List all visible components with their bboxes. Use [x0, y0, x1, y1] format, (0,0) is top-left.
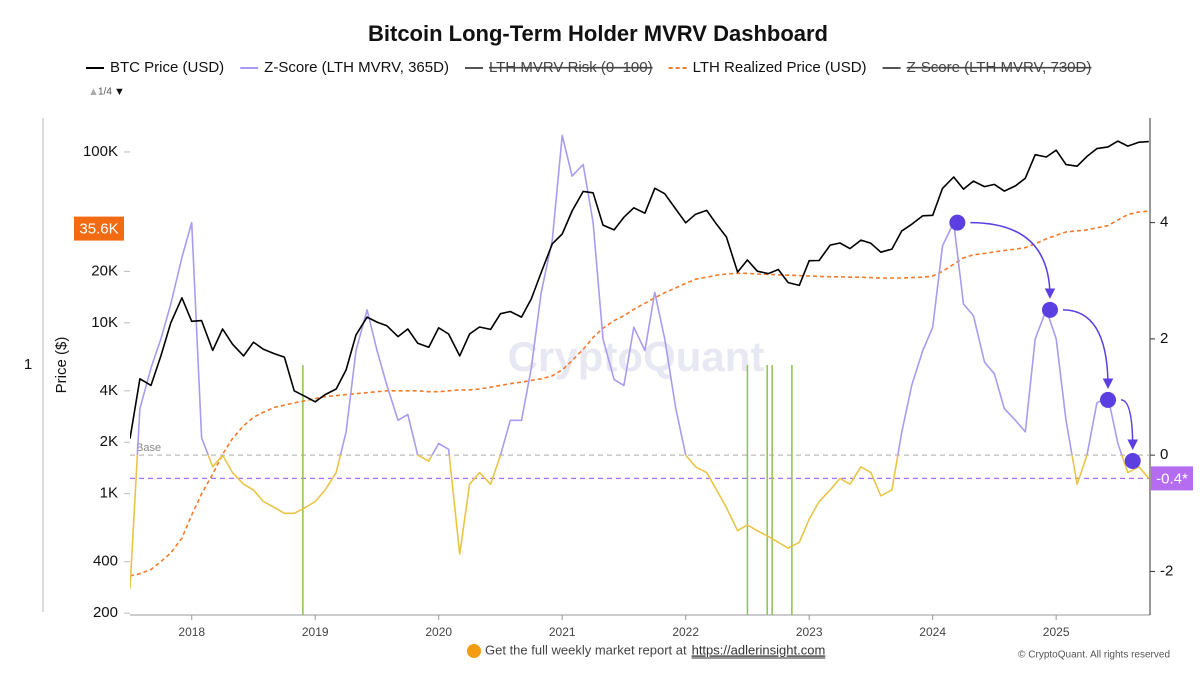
footer-icon [467, 644, 481, 658]
y2-tick-label: -2 [1160, 562, 1173, 579]
y-tick-label: 400 [93, 553, 118, 570]
footer-link[interactable]: https://adlerinsight.com [692, 642, 826, 657]
y-tick-label: 2K [100, 433, 118, 450]
series-line [130, 140, 1149, 439]
y-axis-label: Price ($) [53, 337, 70, 394]
legend-entry[interactable]: Z-Score (LTH MVRV, 730D) [907, 59, 1092, 76]
y-tick-label: 1K [100, 485, 118, 502]
highlight-point [949, 214, 966, 231]
legend-entry[interactable]: BTC Price (USD) [110, 59, 224, 76]
highlight-point [1041, 301, 1058, 318]
footer-text: Get the full weekly market report at [485, 642, 687, 657]
highlight-point [1100, 391, 1117, 408]
ref-box [1151, 466, 1193, 491]
y2-tick-label: 2 [1160, 330, 1168, 347]
x-tick-label: 2023 [796, 625, 823, 639]
pager-down[interactable]: ▼ [114, 86, 125, 98]
x-tick-label: 2021 [549, 625, 576, 639]
x-tick-label: 2024 [919, 625, 946, 639]
ref-label: -0.4* [1156, 470, 1188, 487]
legend-entry[interactable]: Z-Score (LTH MVRV, 365D) [264, 59, 449, 76]
y-tick-label: 20K [91, 262, 118, 279]
x-tick-label: 2019 [302, 625, 329, 639]
y-tick-label: 200 [93, 604, 118, 621]
y-tick-label: 4K [100, 382, 118, 399]
y2-tick-label: 0 [1160, 446, 1168, 463]
x-tick-label: 2022 [672, 625, 699, 639]
crosshair-box [74, 216, 124, 241]
y2-tick-label: 4 [1160, 214, 1168, 231]
chart-title: Bitcoin Long-Term Holder MVRV Dashboard [368, 21, 828, 46]
x-tick-label: 2025 [1043, 625, 1070, 639]
pager-up[interactable]: ▲ [88, 86, 99, 98]
x-tick-label: 2020 [425, 625, 452, 639]
legend-entry[interactable]: LTH MVRV Risk (0–100) [489, 59, 653, 76]
arrow [1120, 399, 1138, 451]
arrow [970, 221, 1056, 299]
y-tick-label: 100K [83, 143, 118, 160]
watermark: CryptoQuant [508, 333, 765, 380]
crosshair-label: 35.6K [79, 221, 118, 238]
x-tick-label: 2018 [178, 625, 205, 639]
copyright: © CryptoQuant. All rights reserved [1018, 650, 1170, 661]
highlight-point [1124, 452, 1141, 469]
z-score-line [136, 134, 1123, 456]
ref-label: Base [136, 442, 161, 454]
y-tick-label: 10K [91, 314, 118, 331]
axis-extra: 1 [24, 356, 32, 373]
z-score-line-low [130, 455, 1150, 589]
series-line [130, 210, 1149, 577]
arrow [1062, 309, 1114, 390]
legend-entry[interactable]: LTH Realized Price (USD) [693, 59, 867, 76]
pager-count: 1/4 [98, 87, 112, 98]
